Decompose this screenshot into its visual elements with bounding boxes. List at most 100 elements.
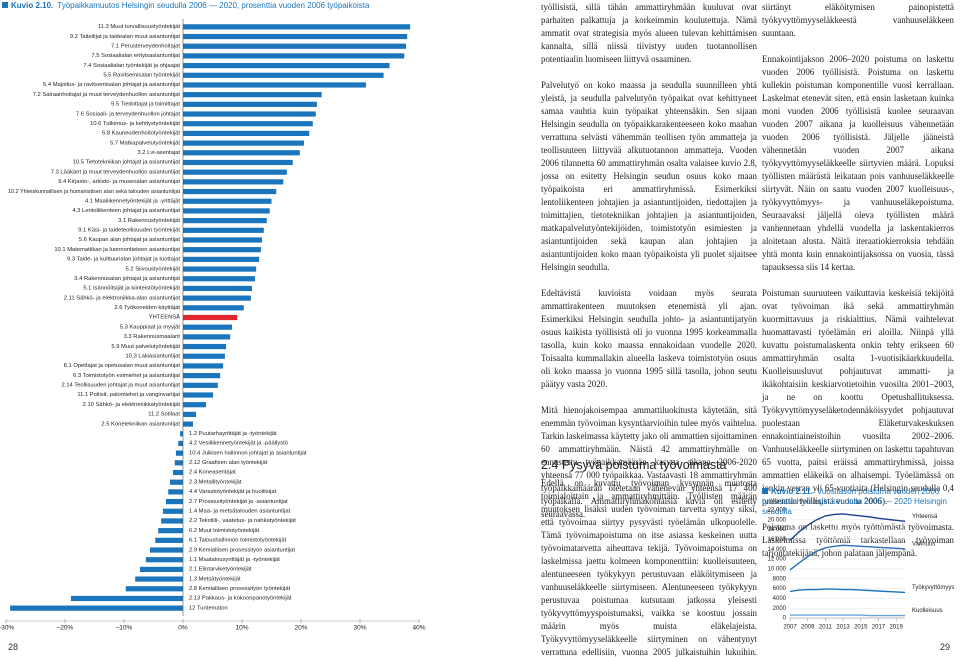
x-tick-label: 20% [294,625,307,632]
category-label: 2.14 Teollisuuden johtajat ja muut asian… [62,383,181,389]
series-line [789,588,906,594]
bar [175,450,183,456]
bar [183,33,408,40]
bar [183,121,313,127]
paragraph: Ennakointijakson 2006–2020 poistuma on l… [762,54,954,272]
figure-label: Kuvio 2.11. [771,487,813,496]
y-tick-label: 2000 [773,606,787,612]
category-label: 7.2 Sairaanhoitajat ja muut terveydenhuo… [33,92,181,98]
category-label: 4.2 Vesiliikennetyöntekijät ja -päällyst… [189,441,288,447]
category-label: 4.3 Lentoliikenteen johtajat ja asiantun… [72,208,180,214]
category-label: 5.5 Ravitsemisalan työntekijät [103,73,180,79]
y-tick-label: 22 000 [768,508,787,514]
category-label: 2.3 Metallityöntekijät [189,479,242,485]
bar [183,62,390,69]
category-label: 2.8 Kemiallisen prosessityön työntekijät [189,586,291,592]
text-column: työllisistä, sillä tähän ammattiryhmään … [541,1,757,534]
bar [183,218,267,224]
category-label: 7.1 Perusterveydenhoitajat [111,43,180,49]
x-tick-label: 40% [412,625,425,632]
bar [161,518,183,524]
category-label: 10.1 Matematiikan ja luonnontieteen asia… [54,247,180,253]
page-number: 29 [940,642,951,652]
bar [170,479,183,485]
bar [183,343,227,350]
category-label: 5.1 Isännöitsijät ja kiinteistötyöntekij… [83,286,180,292]
bar [10,605,183,611]
bar [183,53,405,59]
bar [183,159,293,166]
bar [183,305,244,311]
bar [183,24,411,30]
category-label: 10.6 Tutkimus- ja kehitystyöntekijät [90,121,180,127]
bar [183,314,238,321]
bar [183,111,316,117]
y-tick-label: 20 000 [768,517,787,523]
bar [149,547,183,553]
bar [183,402,207,408]
category-label: 1.4 Maa- ja metsätalouden asiantuntijat [189,509,291,515]
category-label: 3.1 Rakennustyöntekijät [118,218,180,224]
bar [183,227,264,233]
category-label: 9.5 Tiedottajat ja toimittajat [111,102,180,108]
bar [183,295,251,301]
bar [183,140,304,146]
category-label: 2.12 Graafisen alan työntekijät [189,460,268,466]
category-label: 9.2 Taiteilijat ja taidealan muut asiant… [70,34,180,40]
y-tick-label: 12 000 [768,557,787,563]
bar [178,440,183,447]
y-tick-label: 10 000 [768,566,787,572]
bar [183,353,225,359]
category-label: 2.6 Työkoneiden käyttäjät [114,305,180,311]
category-label: 10.2 Yhteiskunnallisen ja humanistisen a… [8,189,180,195]
paragraph: siirtänyt eläköitymisen painopistettä ty… [762,2,954,38]
category-label: 10.5 Tietotekniikan johtajat ja asiantun… [73,160,181,166]
category-label: 11.3 Muut turvallisuustyöntekijät [98,24,180,30]
category-label: 1.3 Metsätyöntekijät [189,576,241,582]
category-label: 2.5 Konetekniikan asiantuntijat [101,421,180,427]
y-tick-label: 16 000 [768,537,787,543]
legend-label: Kuolleisuus [912,608,943,614]
bar [183,43,407,49]
x-tick-label: 0% [178,625,188,632]
bar [183,421,194,427]
bar [168,489,183,495]
x-tick-label: 2013 [836,625,850,631]
category-label: 1.2 Puutarhayrittäjät ja -työntekijät [189,431,277,437]
category-label: 7.4 Sosiaalialan työntekijät ja ohjaajat [83,63,180,69]
category-label: 5.3 Kauppiaat ja myyjät [120,324,181,330]
category-label: 3.3 Rakennusmaalarit [124,334,181,340]
bar [183,392,214,398]
bar [183,276,255,282]
x-tick-label: –20% [57,625,74,632]
category-label: 12 Tuntematon [189,605,228,611]
y-tick-label: 6000 [773,586,787,592]
bar [183,208,270,214]
x-tick-label: 2009 [801,625,815,631]
y-tick-label: 4000 [773,596,787,602]
bar [183,266,257,272]
series-line [789,513,906,541]
bar [155,537,183,543]
figure-label: Kuvio 2.10. [11,1,54,10]
bar [183,188,277,195]
category-label: 2.7 Prosessityöntekijät ja -asiantuntija… [189,499,288,505]
category-label: 5.2 Siivoustyöntekijät [126,266,181,272]
category-label: 1.1 Maatalousyrittäjät ja -työntekijät [189,557,280,563]
figure-title: Kuvio 2.11. Vuositason poistuma vuoden 20… [762,487,954,517]
x-tick-label: 2015 [854,625,868,631]
legend-label: Työkyvyttömyys [912,585,954,591]
category-label: 10.3 Lakiasiantuntijat [126,353,181,359]
paragraph: Mitä hienojakoisempaa ammattiluokitusta … [541,405,757,519]
bar [183,324,232,330]
figure-title: Kuvio 2.10. Työpaikkamuutos Helsingin seu… [2,1,432,11]
x-tick-label: –10% [116,625,133,632]
text-column: siirtänyt eläköitymisen painopistettä ty… [762,1,954,573]
category-label: 3.2 Lvi-asentajat [137,150,180,156]
x-tick-label: 30% [353,625,366,632]
bar [165,498,183,505]
category-label: 9.3 Taide- ja kulttuurialan johtajat ja … [67,257,180,263]
category-label: 6.2 Muut toimistotyöntekijät [189,528,260,534]
paragraph: Edeltävistä kuvioista voidaan myös seura… [541,288,757,389]
bar [183,285,253,292]
